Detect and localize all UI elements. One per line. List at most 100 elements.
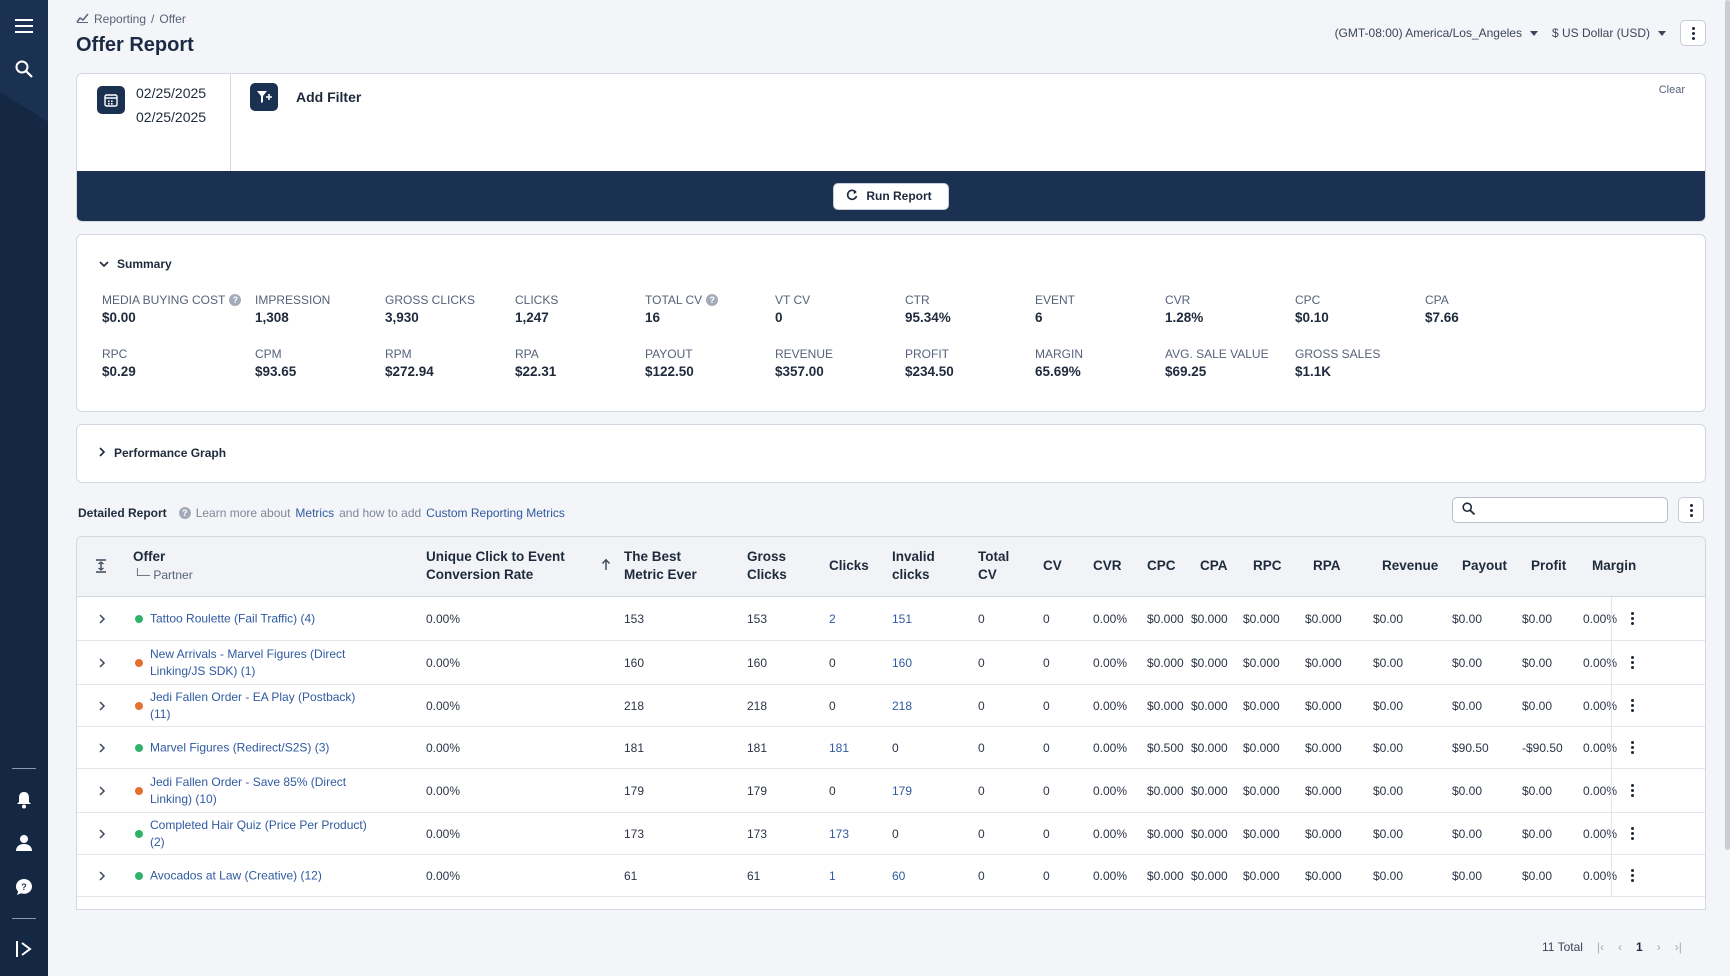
cell-invalid[interactable]: 151 [892,611,913,626]
table-row[interactable]: New Arrivals - Marvel Figures (Direct Li… [77,641,1705,685]
table-row[interactable]: Avocados at Law (Creative) (12) 0.00% 61 61… [77,855,1705,897]
cell-invalid: 0 [892,740,899,755]
prev-page-icon[interactable]: ‹ [1618,940,1623,954]
table-row[interactable]: Tattoo Roulette (Fail Traffic) (4) 0.00% 1… [77,597,1705,641]
column-cv[interactable]: CV [1043,558,1062,573]
column-cpc[interactable]: CPC [1147,558,1176,573]
column-revenue[interactable]: Revenue [1382,558,1439,573]
offer-link[interactable]: New Arrivals - Marvel Figures (Direct Li… [150,646,346,678]
metric-label: CTR [905,293,1045,307]
table-row[interactable]: Marvel Figures (Redirect/S2S) (3) 0.00% 18… [77,727,1705,769]
page-scrollbar[interactable] [1725,0,1730,850]
cell-clicks[interactable]: 1 [829,868,836,883]
cell-invalid[interactable]: 179 [892,783,913,798]
bell-icon[interactable] [10,786,38,814]
offer-link[interactable]: Avocados at Law (Creative) (12) [150,868,322,882]
cell-cv: 0 [1043,611,1050,626]
row-more-button[interactable] [1611,685,1653,726]
run-report-button[interactable]: Run Report [833,182,949,210]
expand-row-icon[interactable] [99,655,106,671]
row-more-button[interactable] [1611,597,1653,640]
clear-button[interactable]: Clear [1658,84,1685,96]
cell-invalid[interactable]: 160 [892,655,913,670]
timezone-select[interactable]: (GMT-08:00) America/Los_Angeles [1335,26,1538,40]
offer-link[interactable]: Completed Hair Quiz (Price Per Product) … [150,817,367,849]
add-filter-icon[interactable] [250,83,278,111]
cell-cpa: $0.000 [1191,655,1228,670]
help-icon[interactable]: ? [706,294,719,306]
row-more-button[interactable] [1611,855,1653,896]
offer-link[interactable]: Jedi Fallen Order - EA Play (Postback) (… [150,689,356,721]
cell-clicks[interactable]: 181 [829,740,850,755]
currency-value: $ US Dollar (USD) [1551,26,1650,40]
column-cvr[interactable]: CVR [1093,558,1122,573]
table-row[interactable]: Completed Hair Quiz (Price Per Product) … [77,813,1705,855]
help-icon[interactable]: ? [10,873,38,901]
cell-clicks[interactable]: 173 [829,826,850,841]
column-best-metric[interactable]: The Best Metric Ever [624,549,697,582]
column-offer[interactable]: Offer └─ Partner [133,548,193,584]
cell-cvr: 0.00% [1093,698,1128,713]
menu-icon[interactable] [10,12,38,40]
table-header: Offer └─ Partner Unique Click to Event C… [77,537,1705,597]
cell-ucecr: 0.00% [426,655,461,670]
metric-label-text: EVENT [1035,293,1076,307]
report-search-input[interactable] [1483,503,1667,517]
expand-sidebar-icon[interactable] [10,935,38,963]
table-row[interactable]: Jedi Fallen Order - EA Play (Postback) (… [77,685,1705,727]
offer-link[interactable]: Jedi Fallen Order - Save 85% (Direct Lin… [150,774,347,806]
column-total-cv[interactable]: Total CV [978,549,1010,582]
help-icon[interactable]: ? [229,294,242,306]
column-payout[interactable]: Payout [1462,558,1508,573]
cell-clicks[interactable]: 2 [829,611,836,626]
page-title: Offer Report [76,34,194,56]
report-more-button[interactable] [1678,497,1704,523]
first-page-icon[interactable]: |‹ [1596,940,1605,954]
page-more-button[interactable] [1680,20,1706,46]
column-settings-icon[interactable] [95,559,107,576]
add-filter-button[interactable]: Add Filter [296,89,362,105]
summary-toggle[interactable]: Summary [99,257,172,271]
last-page-icon[interactable]: ›| [1674,940,1682,954]
column-rpa[interactable]: RPA [1313,558,1341,573]
table-row[interactable]: Jedi Fallen Order - Save 85% (Direct Lin… [77,769,1705,813]
row-more-button[interactable] [1611,769,1653,812]
row-more-button[interactable] [1611,813,1653,854]
cell-invalid[interactable]: 218 [892,698,913,713]
expand-row-icon[interactable] [99,783,106,799]
row-more-button[interactable] [1611,641,1653,684]
expand-row-icon[interactable] [99,611,106,627]
breadcrumb-reporting[interactable]: Reporting [94,12,147,26]
expand-row-icon[interactable] [99,698,106,714]
offer-link[interactable]: Marvel Figures (Redirect/S2S) (3) [150,740,330,754]
date-range-picker[interactable]: 02/25/2025 02/25/2025 [77,74,231,172]
column-invalid-clicks[interactable]: Invalid clicks [892,549,935,582]
currency-select[interactable]: $ US Dollar (USD) [1552,26,1666,40]
expand-row-icon[interactable] [99,868,106,884]
column-margin[interactable]: Margin [1592,558,1637,573]
column-clicks[interactable]: Clicks [829,558,869,573]
metric-label: CPA [1425,293,1565,307]
metrics-link[interactable]: Metrics [295,506,335,520]
column-profit[interactable]: Profit [1531,558,1567,573]
column-rpc[interactable]: RPC [1253,558,1282,573]
expand-row-icon[interactable] [99,826,106,842]
column-unique-click-event-cvr[interactable]: Unique Click to Event Conversion Rate [426,549,565,582]
user-icon[interactable] [10,829,38,857]
search-icon[interactable] [10,55,38,83]
expand-row-icon[interactable] [99,740,106,756]
cell-invalid[interactable]: 60 [892,868,906,883]
performance-graph-toggle[interactable]: Performance Graph [99,446,226,460]
cell-cvr: 0.00% [1093,826,1128,841]
column-cpa[interactable]: CPA [1200,558,1228,573]
column-gross-clicks[interactable]: Gross Clicks [747,549,787,582]
custom-metrics-link[interactable]: Custom Reporting Metrics [426,506,565,520]
learn-prefix: Learn more about [195,506,291,520]
report-search[interactable] [1452,497,1668,523]
next-page-icon[interactable]: › [1656,940,1661,954]
sort-ascending-icon[interactable] [601,558,611,574]
page-number[interactable]: 1 [1636,940,1643,954]
offer-link[interactable]: Tattoo Roulette (Fail Traffic) (4) [150,611,316,625]
row-more-button[interactable] [1611,727,1653,768]
cell-gross: 153 [747,611,768,626]
